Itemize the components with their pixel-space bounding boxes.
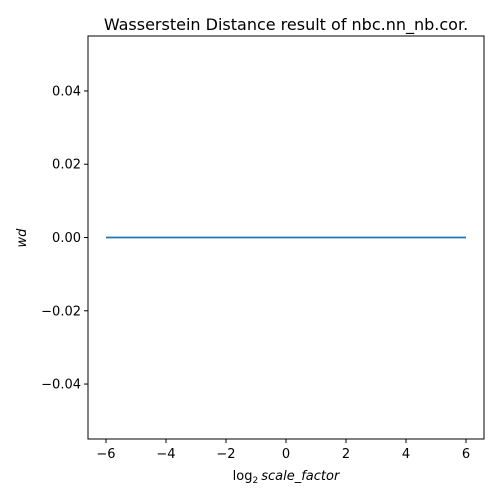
x-tick-label: 4 (402, 447, 410, 462)
y-tick-label: 0.04 (52, 84, 81, 99)
x-tick-label: −4 (156, 447, 175, 462)
x-axis-label: log2 scale_factor (233, 469, 341, 486)
y-axis-ticks: −0.04 −0.02 0.00 0.02 0.04 (41, 84, 88, 393)
y-tick-label: 0.00 (52, 231, 81, 246)
x-tick-label: 6 (462, 447, 470, 462)
y-tick-label: −0.02 (41, 304, 81, 319)
y-tick-label: 0.02 (52, 158, 81, 173)
y-axis-label: wd (15, 228, 30, 248)
y-tick-label: −0.04 (41, 378, 81, 393)
x-tick-label: 0 (282, 447, 290, 462)
chart-title: Wasserstein Distance result of nbc.nn_nb… (104, 15, 468, 35)
x-tick-label: 2 (342, 447, 350, 462)
x-axis-label-log: log (233, 469, 253, 484)
x-axis-ticks: −6 −4 −2 0 2 4 6 (96, 439, 470, 462)
x-tick-label: −6 (96, 447, 115, 462)
x-axis-label-subscript: 2 (253, 476, 259, 486)
x-axis-label-variable: scale_factor (261, 469, 341, 484)
x-tick-label: −2 (216, 447, 235, 462)
